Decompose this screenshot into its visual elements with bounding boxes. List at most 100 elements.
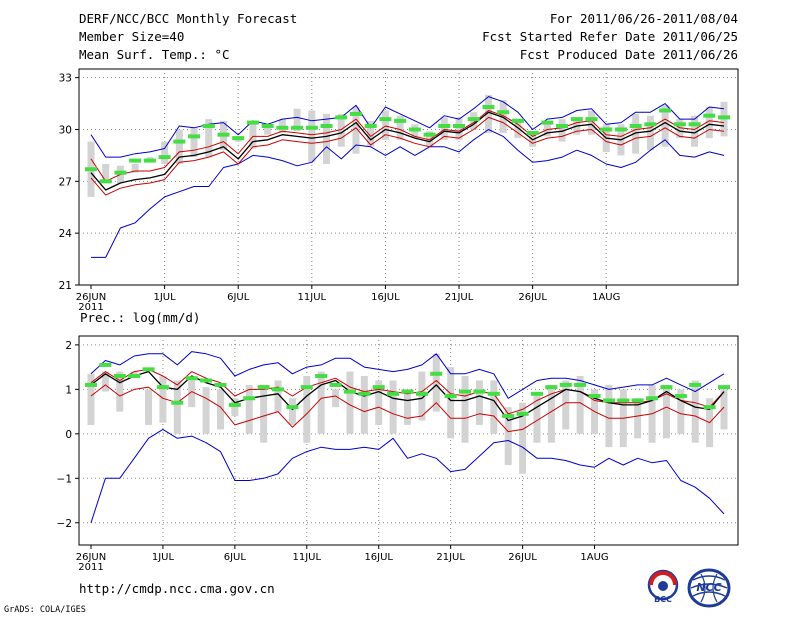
- temp-median-marker: [614, 127, 627, 132]
- prec-median-marker: [530, 391, 543, 396]
- temp-median-marker: [629, 124, 642, 129]
- temp-spread-box: [646, 115, 654, 151]
- prec-spread-box: [346, 371, 354, 434]
- prec-median-marker: [156, 385, 169, 390]
- temp-spread-box: [161, 141, 169, 165]
- temp-median-marker: [202, 124, 215, 129]
- prec-spread-box: [662, 384, 670, 439]
- temp-x-tick-label: 1AUG: [592, 292, 620, 303]
- prec-y-tick-label: −2: [57, 518, 72, 530]
- temp-median-marker: [291, 125, 304, 130]
- prec-spread-box: [188, 380, 196, 408]
- prec-lower-line: [90, 384, 725, 433]
- temp-upper-line: [90, 110, 725, 182]
- prec-spread-box: [691, 380, 699, 443]
- temp-median-marker: [305, 125, 318, 130]
- temp-median-marker: [173, 139, 186, 144]
- prec-median-marker: [113, 374, 126, 379]
- prec-spread-box: [159, 376, 167, 423]
- temp-median-marker: [497, 110, 510, 115]
- prec-spread-box: [490, 380, 498, 434]
- prec-min-line: [90, 428, 725, 523]
- temp-y-tick-label: 33: [59, 73, 72, 85]
- source-url[interactable]: http://cmdp.ncc.cma.gov.cn: [79, 581, 275, 596]
- prec-median-marker: [487, 391, 500, 396]
- prec-x-tick-label: 6JUL: [224, 552, 247, 563]
- temp-x-tick-label: 26JUL: [518, 292, 547, 303]
- temp-median-marker: [423, 132, 436, 137]
- temp-spread-box: [293, 108, 301, 132]
- prec-spread-box: [404, 389, 411, 425]
- prec-median-marker: [689, 382, 702, 387]
- prec-spread-box: [720, 389, 728, 430]
- temp-median-marker: [188, 134, 201, 139]
- prec-spread-box: [360, 376, 368, 434]
- prec-plot-frame: [78, 335, 739, 546]
- prec-spread-box: [317, 371, 325, 434]
- prec-y-tick-label: 1: [65, 384, 72, 396]
- temp-spread-box: [691, 115, 699, 147]
- temp-median-marker: [718, 115, 730, 120]
- temp-median-marker: [556, 124, 569, 129]
- temp-spread-box: [190, 127, 198, 158]
- prec-spread-box: [547, 384, 555, 443]
- prec-median-marker: [646, 396, 659, 401]
- temp-spread-box: [676, 119, 684, 139]
- prec-spread-box: [389, 380, 397, 434]
- prec-spread-box: [533, 393, 541, 443]
- prec-x-tick-label: 26JUN: [76, 552, 106, 563]
- temp-spread-box: [367, 120, 375, 147]
- prec-median-marker: [372, 385, 385, 390]
- prec-spread-box: [375, 380, 383, 425]
- temp-spread-box: [352, 107, 360, 154]
- prec-median-marker: [387, 391, 400, 396]
- temp-median-marker: [453, 124, 466, 129]
- prec-median-marker: [718, 385, 730, 390]
- prec-median-marker: [588, 394, 601, 399]
- temp-spread-box: [381, 110, 389, 140]
- prec-spread-box: [288, 398, 296, 425]
- prec-median-marker: [272, 387, 285, 392]
- prec-y-tick-label: 2: [65, 340, 72, 352]
- temp-x-tick-label: 21JUL: [445, 292, 474, 303]
- temp-median-marker: [335, 115, 348, 120]
- prec-x-tick-label: 16JUL: [364, 552, 393, 563]
- prec-median-marker: [415, 391, 428, 396]
- prec-median-marker: [631, 398, 644, 403]
- temp-median-marker: [129, 158, 142, 163]
- prec-spread-box: [605, 384, 613, 448]
- prec-spread-box: [173, 380, 181, 434]
- temp-spread-box: [396, 115, 404, 140]
- prec-x-tick-label: 1AUG: [580, 552, 608, 563]
- temp-median-marker: [600, 127, 613, 132]
- temp-median-marker: [541, 120, 554, 125]
- temp-spread-box: [558, 119, 566, 142]
- prec-spread-box: [116, 371, 124, 412]
- prec-spread-box: [274, 380, 282, 412]
- temp-spread-box: [588, 110, 596, 135]
- temp-median-marker: [408, 127, 421, 132]
- temp-median-marker: [99, 179, 112, 184]
- temp-spread-box: [426, 131, 434, 147]
- prec-y-tick-label: −1: [57, 473, 72, 485]
- temp-x-year-label: 2011: [78, 302, 103, 313]
- temp-y-tick-label: 24: [59, 228, 73, 240]
- temp-y-tick-label: 21: [59, 280, 72, 292]
- temp-median-marker: [659, 108, 672, 113]
- temp-y-tick-label: 27: [59, 176, 72, 188]
- prec-median-marker: [430, 371, 443, 376]
- prec-median-marker: [459, 389, 472, 394]
- prec-spread-box: [245, 384, 253, 434]
- prec-spread-box: [677, 389, 685, 434]
- temp-median-marker: [114, 170, 127, 175]
- temp-median-marker: [158, 155, 171, 160]
- temp-median-marker: [688, 122, 701, 127]
- temp-spread-box: [264, 124, 272, 135]
- prec-median-marker: [660, 385, 673, 390]
- prec-spread-box: [418, 371, 426, 421]
- prec-median-marker: [214, 382, 227, 387]
- temp-median-marker: [482, 105, 495, 110]
- prec-median-marker: [286, 405, 299, 410]
